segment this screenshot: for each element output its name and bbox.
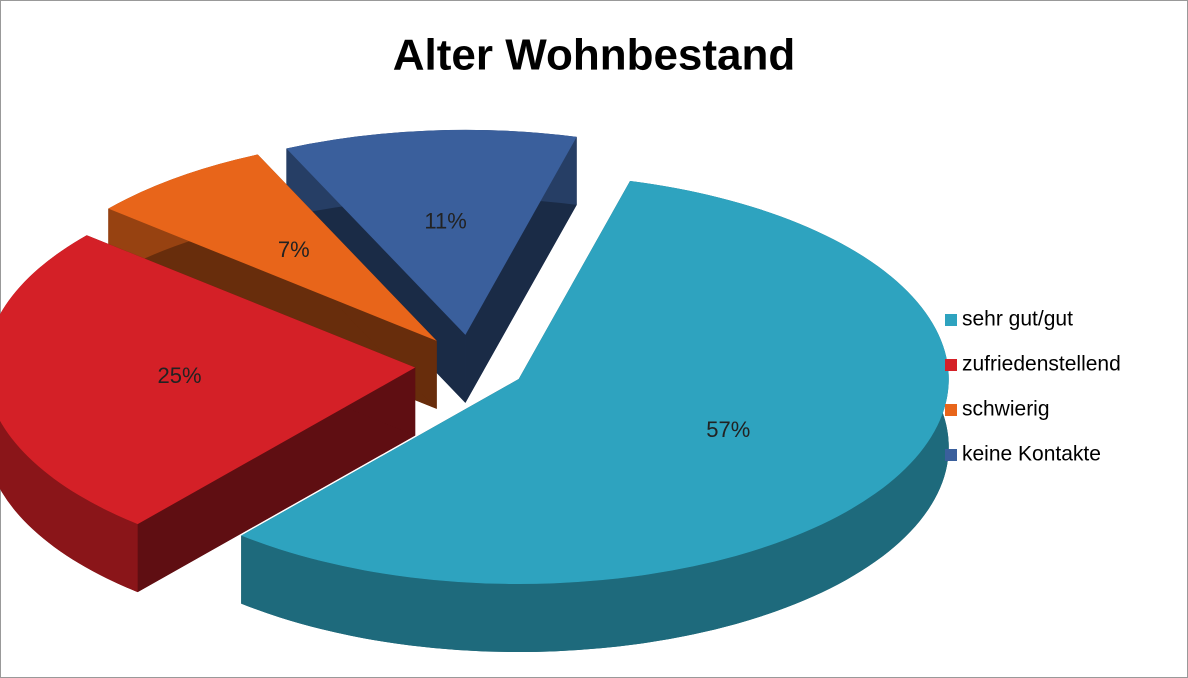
legend-swatch — [945, 359, 957, 371]
legend-swatch — [945, 449, 957, 461]
data-label: 57% — [706, 417, 750, 442]
legend-label: keine Kontakte — [962, 443, 1101, 466]
legend-swatch — [945, 404, 957, 416]
slice-wall — [465, 136, 577, 403]
legend-swatch — [945, 314, 957, 326]
data-label: 11% — [424, 208, 466, 233]
chart-title: Alter Wohnbestand — [393, 31, 796, 80]
legend-label: sehr gut/gut — [962, 308, 1073, 331]
slice — [0, 235, 416, 525]
data-label: 25% — [157, 363, 201, 388]
slice — [108, 154, 437, 341]
slice — [286, 129, 577, 335]
slice-side — [241, 180, 949, 653]
slice-wall — [137, 367, 416, 593]
legend-label: zufriedenstellend — [962, 353, 1121, 376]
legend-label: schwierig — [962, 398, 1050, 421]
data-label: 7% — [278, 237, 310, 262]
slice — [241, 180, 949, 585]
